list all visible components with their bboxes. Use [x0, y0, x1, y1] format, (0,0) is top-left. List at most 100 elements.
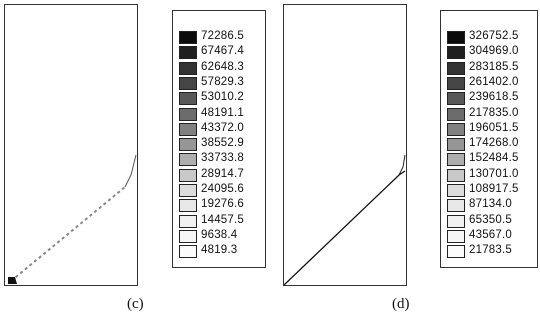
legend-entry: 19276.6 — [179, 198, 279, 213]
legend-value: 304969.0 — [469, 45, 519, 58]
legend-entry: 62648.3 — [179, 60, 279, 75]
legend-entry: 33733.8 — [179, 152, 279, 167]
legend-swatch — [179, 31, 197, 44]
legend-swatch — [447, 138, 465, 152]
legend-entry: 43372.0 — [179, 121, 279, 136]
legend-swatch — [179, 46, 197, 60]
legend-swatch — [447, 92, 465, 106]
legend-c: 72286.5 67467.4 62648.3 57829.3 53010.2 48191… — [172, 10, 266, 268]
legend-value: 28914.7 — [201, 167, 244, 180]
legend-entry: 87134.0 — [447, 198, 540, 213]
legend-swatch — [179, 76, 197, 90]
legend-value: 174268.0 — [469, 137, 519, 150]
legend-entry: 217835.0 — [447, 106, 540, 121]
contour-plot-d — [283, 4, 407, 286]
legend-swatch — [447, 122, 465, 136]
legend-value: 152484.5 — [469, 152, 519, 165]
legend-entry: 174268.0 — [447, 137, 540, 152]
legend-entry: 130701.0 — [447, 167, 540, 182]
legend-swatch — [447, 184, 465, 197]
caption-c: (c) — [127, 296, 144, 312]
legend-swatch — [179, 168, 197, 182]
legend-value: 19276.6 — [201, 198, 244, 211]
legend-value: 4819.3 — [201, 244, 238, 257]
legend-swatch — [447, 168, 465, 182]
legend-entry: 304969.0 — [447, 45, 540, 60]
legend-entry: 9638.4 — [179, 228, 279, 243]
legend-entry: 196051.5 — [447, 121, 540, 136]
legend-swatch — [447, 107, 465, 121]
contour-plot-c — [4, 4, 138, 286]
legend-entry: 28914.7 — [179, 167, 279, 182]
legend-d: 326752.5 304969.0 283185.5 261402.0 239618.5… — [440, 10, 538, 268]
legend-entry: 38552.9 — [179, 137, 279, 152]
legend-value: 239618.5 — [469, 91, 519, 104]
legend-value: 108917.5 — [469, 183, 519, 195]
legend-value: 130701.0 — [469, 167, 519, 180]
legend-swatch — [179, 61, 197, 75]
legend-entry: 4819.3 — [179, 244, 279, 259]
legend-value: 261402.0 — [469, 75, 519, 88]
legend-value: 43372.0 — [201, 121, 244, 134]
legend-entry: 43567.0 — [447, 228, 540, 243]
legend-entry: 239618.5 — [447, 91, 540, 106]
legend-entry: 283185.5 — [447, 60, 540, 75]
legend-value: 9638.4 — [201, 228, 238, 241]
legend-value: 283185.5 — [469, 60, 519, 73]
legend-entry: 53010.2 — [179, 91, 279, 106]
legend-swatch — [179, 184, 197, 197]
legend-swatch — [179, 199, 197, 213]
legend-swatch — [447, 199, 465, 213]
legend-entry: 57829.3 — [179, 75, 279, 90]
legend-entry: 65350.5 — [447, 213, 540, 228]
legend-value: 196051.5 — [469, 121, 519, 134]
legend-swatch — [447, 214, 465, 228]
legend-value: 87134.0 — [469, 198, 512, 211]
legend-entry: 72286.5 — [179, 30, 279, 44]
legend-swatch — [447, 245, 465, 259]
notch-line-d — [398, 154, 406, 176]
contour-lines-c — [8, 154, 137, 284]
legend-swatch — [447, 31, 465, 44]
legend-swatch — [179, 107, 197, 121]
legend-swatch — [179, 214, 197, 228]
legend-value: 62648.3 — [201, 60, 244, 73]
legend-swatch — [179, 229, 197, 243]
legend-entry: 326752.5 — [447, 30, 540, 44]
legend-value: 53010.2 — [201, 91, 244, 104]
legend-value: 14457.5 — [201, 213, 244, 226]
legend-entry: 152484.5 — [447, 152, 540, 167]
legend-value: 67467.4 — [201, 45, 244, 58]
legend-swatch — [447, 229, 465, 243]
legend-swatch — [179, 245, 197, 259]
legend-value: 38552.9 — [201, 137, 244, 150]
legend-swatch — [447, 46, 465, 60]
legend-swatch — [447, 61, 465, 75]
legend-entry: 24095.6 — [179, 183, 279, 197]
corner-mark-c — [8, 277, 17, 284]
contour-lines-d — [284, 154, 406, 286]
legend-swatch — [179, 153, 197, 167]
legend-entry: 14457.5 — [179, 213, 279, 228]
legend-swatch — [179, 138, 197, 152]
legend-swatch — [179, 122, 197, 136]
legend-entry: 67467.4 — [179, 45, 279, 60]
legend-entry: 261402.0 — [447, 75, 540, 90]
legend-value: 72286.5 — [201, 30, 244, 42]
legend-value: 24095.6 — [201, 183, 244, 195]
diagonal-contour-d — [284, 170, 406, 286]
legend-value: 48191.1 — [201, 106, 244, 119]
legend-value: 57829.3 — [201, 75, 244, 88]
legend-value: 65350.5 — [469, 213, 512, 226]
diagonal-contour-c — [10, 186, 126, 282]
caption-d: (d) — [392, 296, 410, 312]
legend-swatch — [447, 76, 465, 90]
legend-swatch — [447, 153, 465, 167]
legend-entry: 21783.5 — [447, 244, 540, 259]
legend-value: 33733.8 — [201, 152, 244, 165]
legend-entry: 48191.1 — [179, 106, 279, 121]
legend-swatch — [179, 92, 197, 106]
legend-value: 217835.0 — [469, 106, 519, 119]
legend-value: 43567.0 — [469, 228, 512, 241]
legend-value: 21783.5 — [469, 244, 512, 257]
